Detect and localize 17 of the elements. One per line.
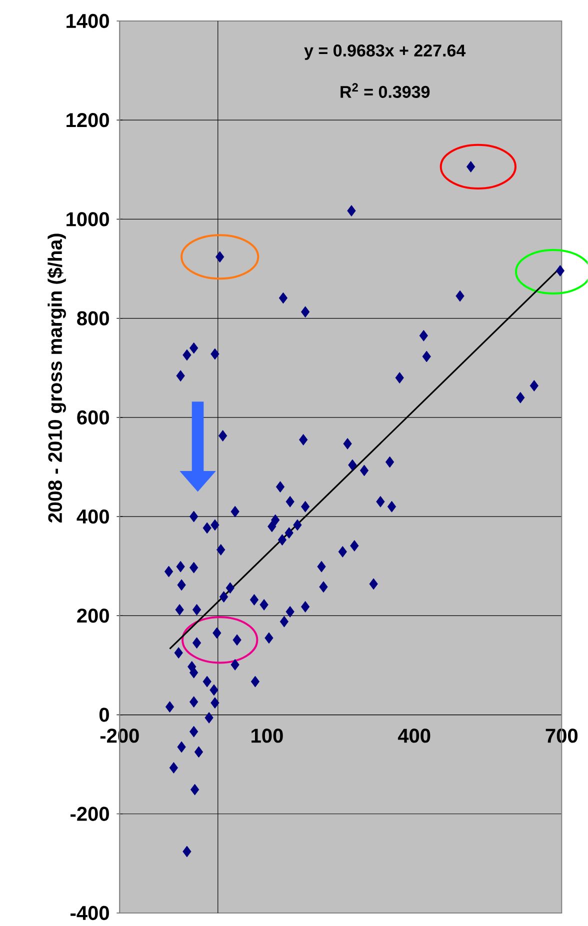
- y-tick-label: 1000: [66, 212, 110, 226]
- y-tick-label: -200: [70, 806, 110, 821]
- y-tick-label: 0: [100, 708, 110, 722]
- x-tick-label: 700: [546, 728, 578, 743]
- x-tick-label: -200: [100, 728, 140, 743]
- annotation: R$^{2}$ = 0.3939: [340, 83, 430, 98]
- annotation: y = 0.9683x + 227.64: [304, 44, 466, 60]
- y-tick-label: -400: [70, 906, 110, 920]
- y-tick-label: 1200: [66, 113, 110, 128]
- y-tick-label: 400: [76, 509, 110, 524]
- y-tick-label: 600: [77, 410, 110, 425]
- y-tick-label: 800: [77, 311, 110, 326]
- x-tick-label: 100: [252, 728, 284, 743]
- y-axis-title: 2008 - 2010 gross margin ($/ha): [48, 234, 66, 523]
- y-tick-label: 1400: [66, 14, 110, 28]
- y-tick-label: 200: [77, 608, 110, 623]
- x-tick-label: 400: [398, 728, 430, 743]
